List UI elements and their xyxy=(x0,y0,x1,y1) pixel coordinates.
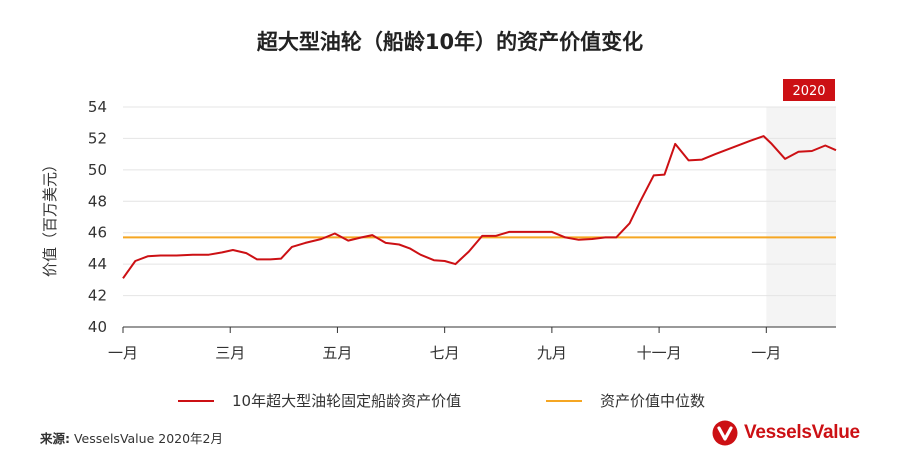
x-tick-label: 十一月 xyxy=(637,344,682,362)
gridlines xyxy=(123,106,836,297)
legend-item: 资产价值中位数 xyxy=(546,390,705,411)
highlight-band xyxy=(766,107,836,327)
y-axis-label: 价值（百万美元） xyxy=(41,157,59,277)
highlight-badge xyxy=(783,79,835,101)
x-tick-label: 三月 xyxy=(215,344,245,362)
y-tick-label: 48 xyxy=(88,192,107,210)
y-tick-label: 52 xyxy=(88,129,107,147)
line-chart: 2020 40 42 44 46 48 50 52 54 一月 三月 五月 七月 九月 十一月 一月 价值… xyxy=(41,79,837,362)
legend-swatch xyxy=(178,399,214,402)
series-lines xyxy=(122,135,837,279)
y-tick-label: 44 xyxy=(88,255,107,273)
y-tick-label: 40 xyxy=(88,318,107,336)
source-note: 来源: VesselsValue 2020年2月 xyxy=(40,428,223,447)
y-tick-label: 42 xyxy=(88,287,107,305)
x-axis: 一月 三月 五月 七月 九月 十一月 一月 xyxy=(108,326,836,362)
y-tick-label: 46 xyxy=(88,224,107,242)
legend: 10年超大型油轮固定船龄资产价值 资产价值中位数 xyxy=(0,390,900,412)
legend-label: 10年超大型油轮固定船龄资产价值 xyxy=(232,392,462,410)
x-tick-label: 九月 xyxy=(537,344,567,362)
brand-logo: VesselsValue xyxy=(712,419,860,447)
chart-title: 超大型油轮（船龄10年）的资产价值变化 xyxy=(256,30,644,54)
brand-name: VesselsValue xyxy=(744,422,860,443)
series-line xyxy=(122,135,837,279)
y-tick-label: 54 xyxy=(88,98,107,116)
vesselsvalue-logo-icon xyxy=(712,420,738,446)
x-tick-label: 一月 xyxy=(751,344,781,362)
source-text: VesselsValue 2020年2月 xyxy=(70,431,224,446)
highlight-region: 2020 xyxy=(766,79,836,327)
x-tick-label: 五月 xyxy=(322,344,352,362)
x-tick-label: 一月 xyxy=(108,344,138,362)
highlight-badge-label: 2020 xyxy=(792,84,825,99)
y-tick-label: 50 xyxy=(88,161,107,179)
legend-swatch xyxy=(546,399,582,402)
legend-label: 资产价值中位数 xyxy=(600,392,706,410)
y-axis-ticks: 40 42 44 46 48 50 52 54 xyxy=(88,98,107,336)
source-label: 来源: xyxy=(40,431,70,446)
x-tick-label: 七月 xyxy=(430,344,460,362)
legend-item: 10年超大型油轮固定船龄资产价值 xyxy=(178,390,461,411)
